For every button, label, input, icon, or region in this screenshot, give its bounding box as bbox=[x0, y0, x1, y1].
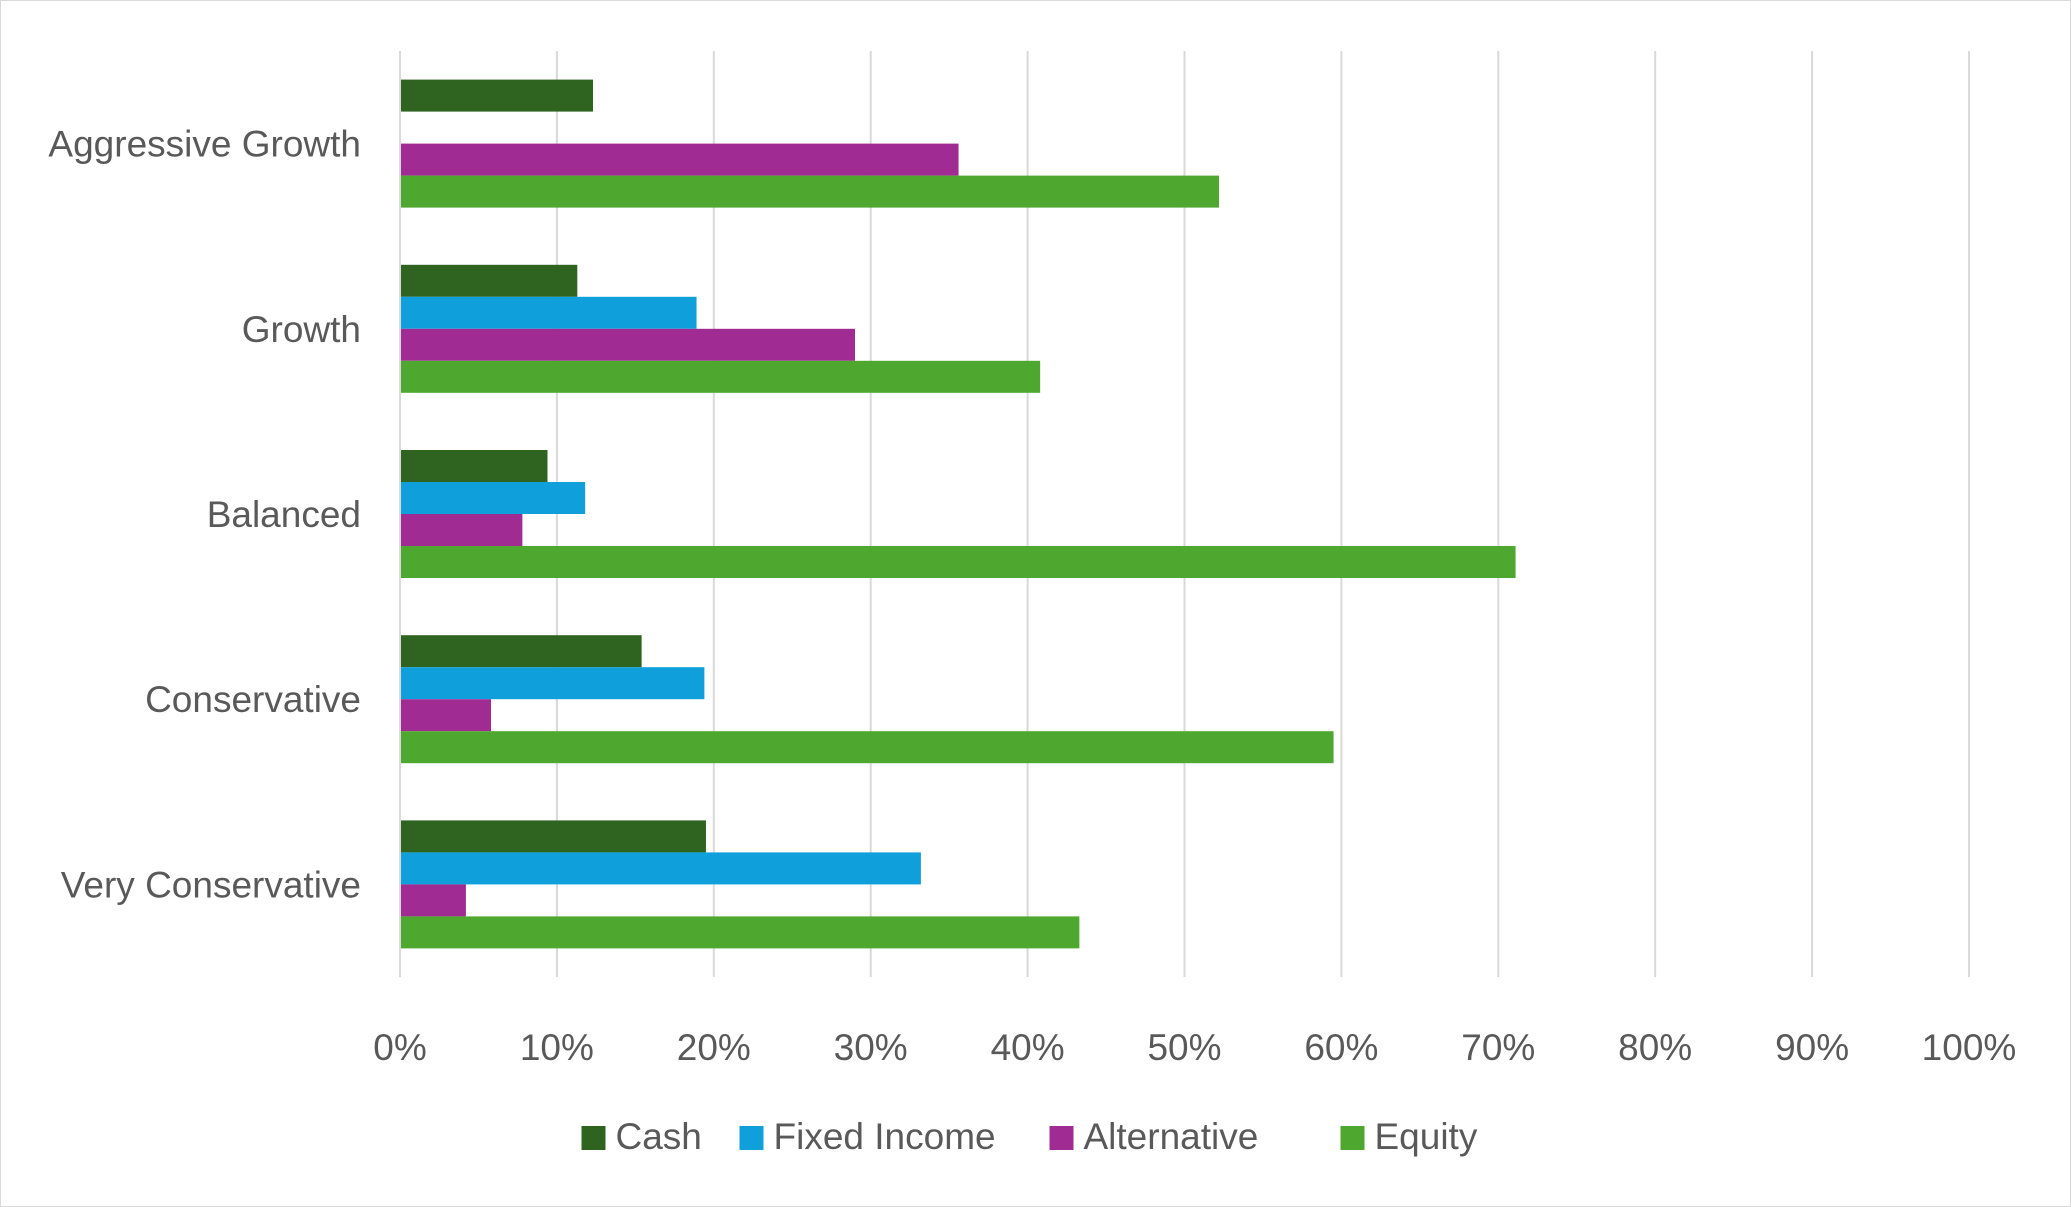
bar-equity bbox=[400, 360, 1041, 393]
x-tick-label: 0% bbox=[373, 1027, 426, 1068]
bar-alternative bbox=[400, 699, 492, 732]
bar-fixed-income bbox=[400, 667, 705, 700]
legend-swatch-alternative bbox=[1049, 1126, 1074, 1150]
x-tick-label: 30% bbox=[834, 1027, 908, 1068]
bar-alternative bbox=[400, 328, 856, 361]
bar-cash bbox=[400, 264, 578, 297]
bar-alternative bbox=[400, 514, 523, 546]
legend-swatch-equity bbox=[1340, 1126, 1365, 1150]
bar-cash bbox=[400, 79, 593, 112]
bar-cash bbox=[400, 820, 706, 853]
bar-fixed-income bbox=[400, 852, 921, 885]
x-tick-label: 60% bbox=[1304, 1027, 1378, 1068]
legend-label: Alternative bbox=[1084, 1116, 1259, 1157]
bar-equity bbox=[400, 916, 1080, 949]
category-label: Aggressive Growth bbox=[48, 124, 361, 165]
bar-equity bbox=[400, 175, 1220, 208]
legend: Cash Fixed Income Alternative Equity bbox=[581, 1116, 1478, 1157]
legend-label: Fixed Income bbox=[774, 1116, 996, 1157]
x-tick-label: 50% bbox=[1147, 1027, 1221, 1068]
x-tick-label: 100% bbox=[1922, 1027, 2017, 1068]
x-tick-label: 20% bbox=[677, 1027, 751, 1068]
category-label: Balanced bbox=[207, 494, 361, 535]
x-tick-label: 40% bbox=[991, 1027, 1065, 1068]
x-tick-label: 90% bbox=[1775, 1027, 1849, 1068]
x-tick-label: 10% bbox=[520, 1027, 594, 1068]
bar-equity bbox=[400, 731, 1334, 764]
bar-equity bbox=[400, 546, 1516, 578]
bar-cash bbox=[400, 450, 548, 482]
legend-label: Equity bbox=[1375, 1116, 1478, 1157]
category-label: Very Conservative bbox=[61, 864, 361, 905]
bar-alternative bbox=[400, 884, 466, 917]
category-label: Conservative bbox=[145, 679, 361, 720]
bar-fixed-income bbox=[400, 482, 586, 514]
bar-fixed-income bbox=[400, 296, 697, 329]
axes: 0% 10% 20% 30% 40% 50% 60% 70% 80% 90% 100% Aggress… bbox=[48, 51, 2016, 1068]
bars bbox=[400, 79, 1516, 949]
legend-swatch-cash bbox=[581, 1126, 606, 1150]
category-label: Growth bbox=[242, 309, 361, 350]
bar-cash bbox=[400, 635, 642, 668]
legend-label: Cash bbox=[616, 1116, 702, 1157]
x-tick-label: 70% bbox=[1461, 1027, 1535, 1068]
bar-alternative bbox=[400, 143, 959, 176]
x-tick-label: 80% bbox=[1618, 1027, 1692, 1068]
legend-swatch-fixed-income bbox=[739, 1126, 764, 1150]
